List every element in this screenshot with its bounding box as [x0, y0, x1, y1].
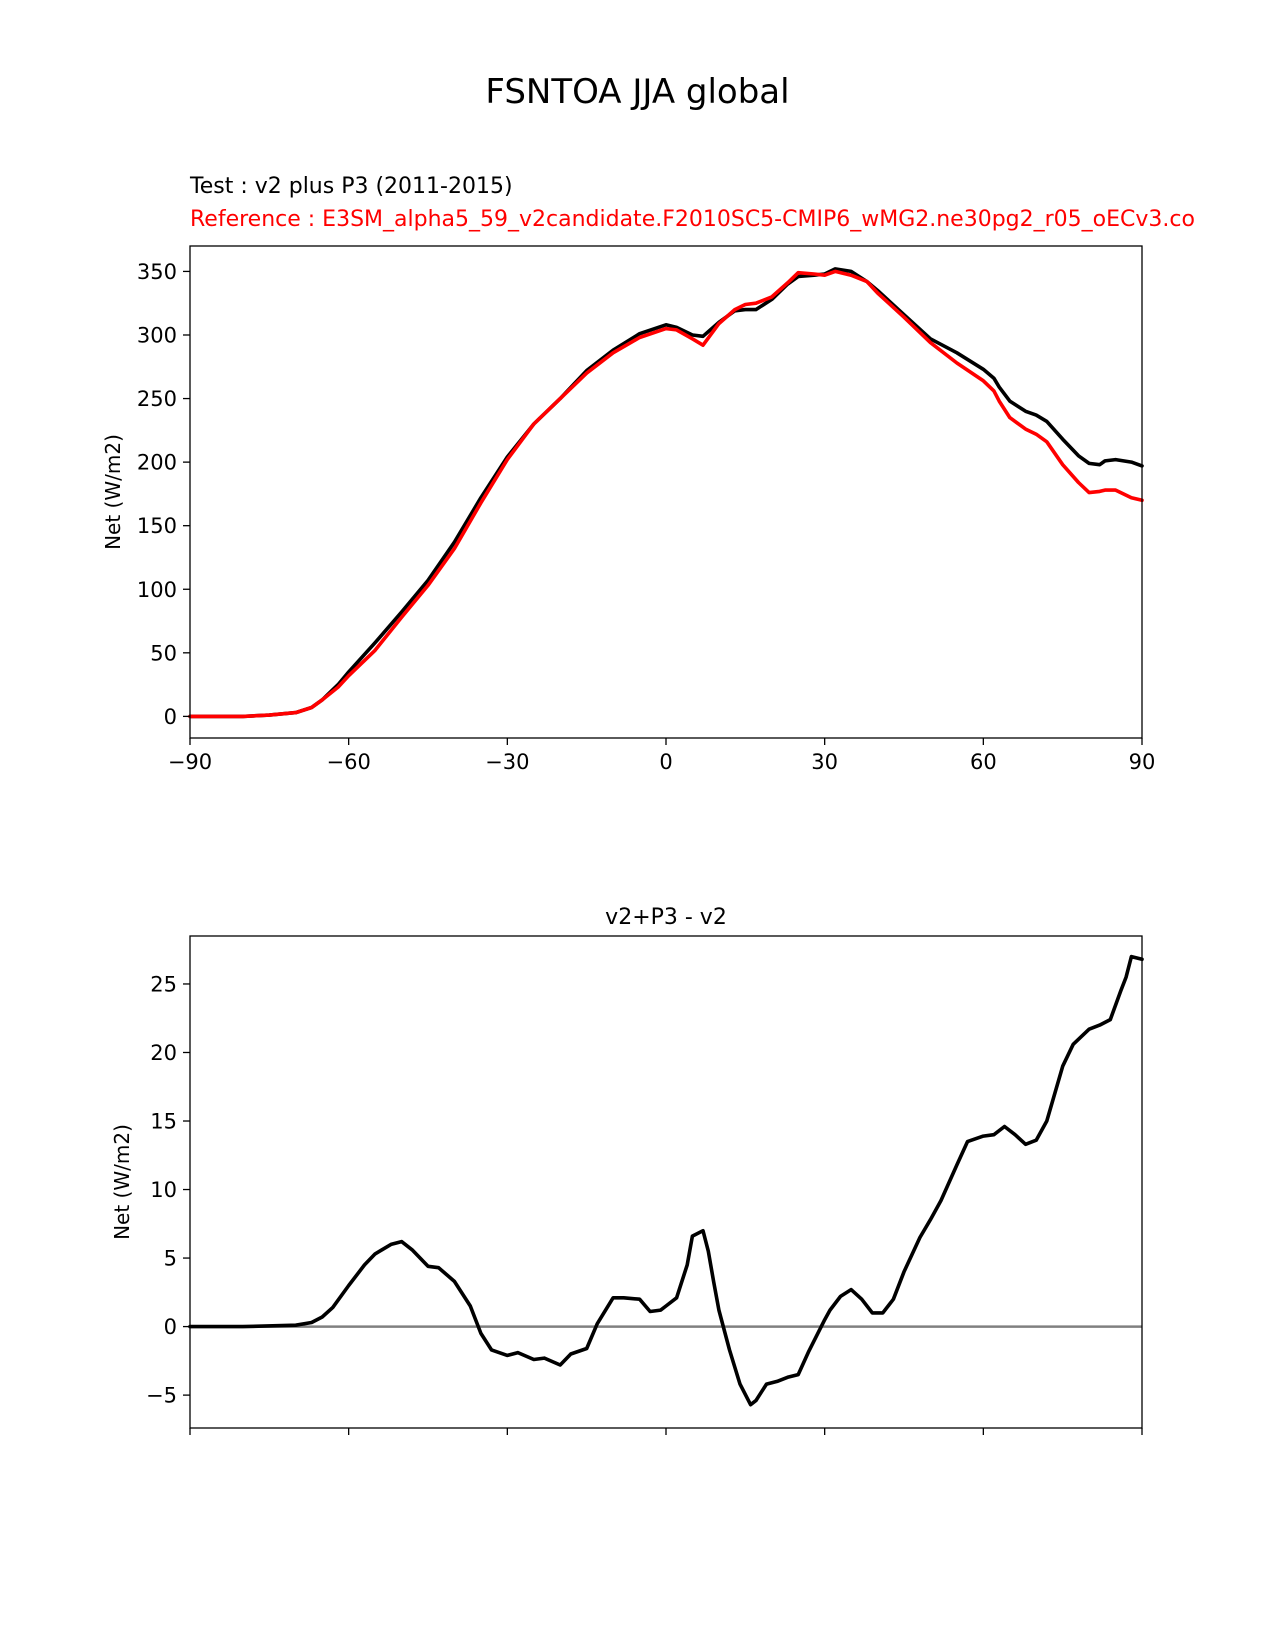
y-tick-label: 25 [150, 972, 177, 996]
y-tick-label: 50 [150, 641, 177, 665]
y-tick-label: 150 [137, 514, 177, 538]
figure-title: FSNTOA JJA global [485, 72, 790, 112]
y-tick-label: 350 [137, 260, 177, 284]
axes-frame [189, 245, 1143, 739]
y-axis-label: Net (W/m2) [101, 434, 125, 550]
y-axis-label: Net (W/m2) [110, 1124, 134, 1240]
series-line-test [188, 267, 1144, 719]
y-tick-label: 5 [164, 1247, 177, 1271]
y-tick-label: 100 [137, 578, 177, 602]
y-tick-label: 250 [137, 387, 177, 411]
y-tick-label: 10 [150, 1178, 177, 1202]
upper-line-chart: −90 −60 −30 0 30 60 90 0 50 100 150 200 250 300 350 Net… [101, 245, 1156, 774]
y-tick-label: 0 [164, 705, 177, 729]
x-tick-label: 60 [970, 750, 997, 774]
y-tick-label: −5 [146, 1384, 177, 1408]
reference-label: Reference : E3SM_alpha5_59_v2candidate.F… [190, 207, 1195, 232]
y-tick-label: 15 [150, 1110, 177, 1134]
y-tick-label: 200 [137, 451, 177, 475]
axes-frame [189, 935, 1143, 1429]
series-line-v2-p3-v2 [188, 954, 1144, 1407]
x-tick-label: −60 [327, 750, 371, 774]
y-tick-label: 20 [150, 1041, 177, 1065]
chart-title: v2+P3 - v2 [605, 905, 727, 930]
x-tick-label: −30 [485, 750, 529, 774]
x-tick-label: 30 [811, 750, 838, 774]
x-tick-label: 90 [1129, 750, 1156, 774]
x-tick-label: −90 [168, 750, 212, 774]
y-tick-label: 300 [137, 323, 177, 347]
series-line-reference [188, 269, 1144, 719]
y-tick-label: 0 [164, 1315, 177, 1339]
test-label: Test : v2 plus P3 (2011-2015) [190, 174, 513, 199]
x-tick-label: 0 [659, 750, 672, 774]
